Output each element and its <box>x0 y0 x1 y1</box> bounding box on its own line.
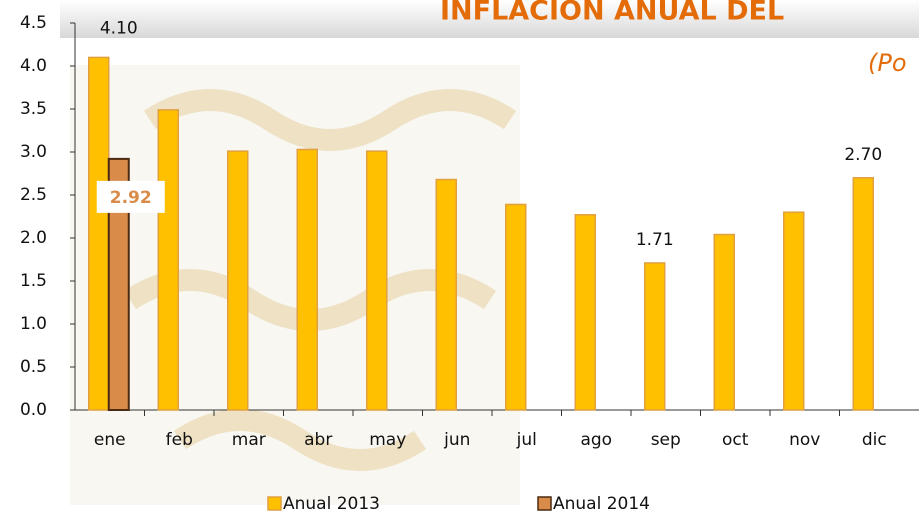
x-tick-label: may <box>369 430 406 450</box>
y-tick-label: 4.0 <box>20 56 47 76</box>
x-tick-label: dic <box>862 430 887 450</box>
legend-label: Anual 2014 <box>553 494 650 514</box>
y-tick-label: 2.0 <box>20 228 47 248</box>
bar <box>852 177 874 411</box>
bar <box>713 233 735 411</box>
bar <box>644 262 666 411</box>
x-tick-label: abr <box>304 430 332 450</box>
y-tick-label: 1.0 <box>20 314 47 334</box>
y-tick-label: 2.5 <box>20 185 47 205</box>
bar <box>505 203 527 411</box>
x-tick-label: jun <box>443 430 470 450</box>
bar <box>296 148 318 411</box>
y-tick-label: 0.0 <box>20 400 47 420</box>
data-label: 2.92 <box>110 188 152 208</box>
x-tick-label: jul <box>516 430 537 450</box>
legend-swatch <box>537 496 552 511</box>
x-tick-label: ene <box>94 430 126 450</box>
y-tick-label: 3.0 <box>20 142 47 162</box>
bar <box>107 157 130 411</box>
data-label: 2.70 <box>844 145 882 165</box>
bar <box>88 56 110 411</box>
bar <box>435 178 457 411</box>
bar <box>574 214 596 411</box>
title-band <box>60 0 919 38</box>
data-label: 1.71 <box>636 230 674 250</box>
legend-swatch <box>267 496 282 511</box>
data-label-box <box>96 180 165 213</box>
bar <box>157 109 179 411</box>
x-tick-label: nov <box>789 430 820 450</box>
x-tick-label: mar <box>232 430 266 450</box>
bar <box>227 150 249 411</box>
chart-title: INFLACION ANUAL DEL <box>440 0 784 27</box>
y-tick-label: 4.5 <box>20 13 47 33</box>
data-label: 4.10 <box>100 18 138 38</box>
y-tick-label: 3.5 <box>20 99 47 119</box>
chart-subtitle: (Po <box>868 49 907 77</box>
bar <box>783 211 805 411</box>
x-tick-label: sep <box>651 430 681 450</box>
x-tick-label: feb <box>166 430 193 450</box>
y-tick-label: 1.5 <box>20 271 47 291</box>
x-tick-label: oct <box>722 430 749 450</box>
bar <box>366 150 388 411</box>
x-tick-label: ago <box>580 430 612 450</box>
y-tick-label: 0.5 <box>20 357 47 377</box>
legend-label: Anual 2013 <box>283 494 380 514</box>
